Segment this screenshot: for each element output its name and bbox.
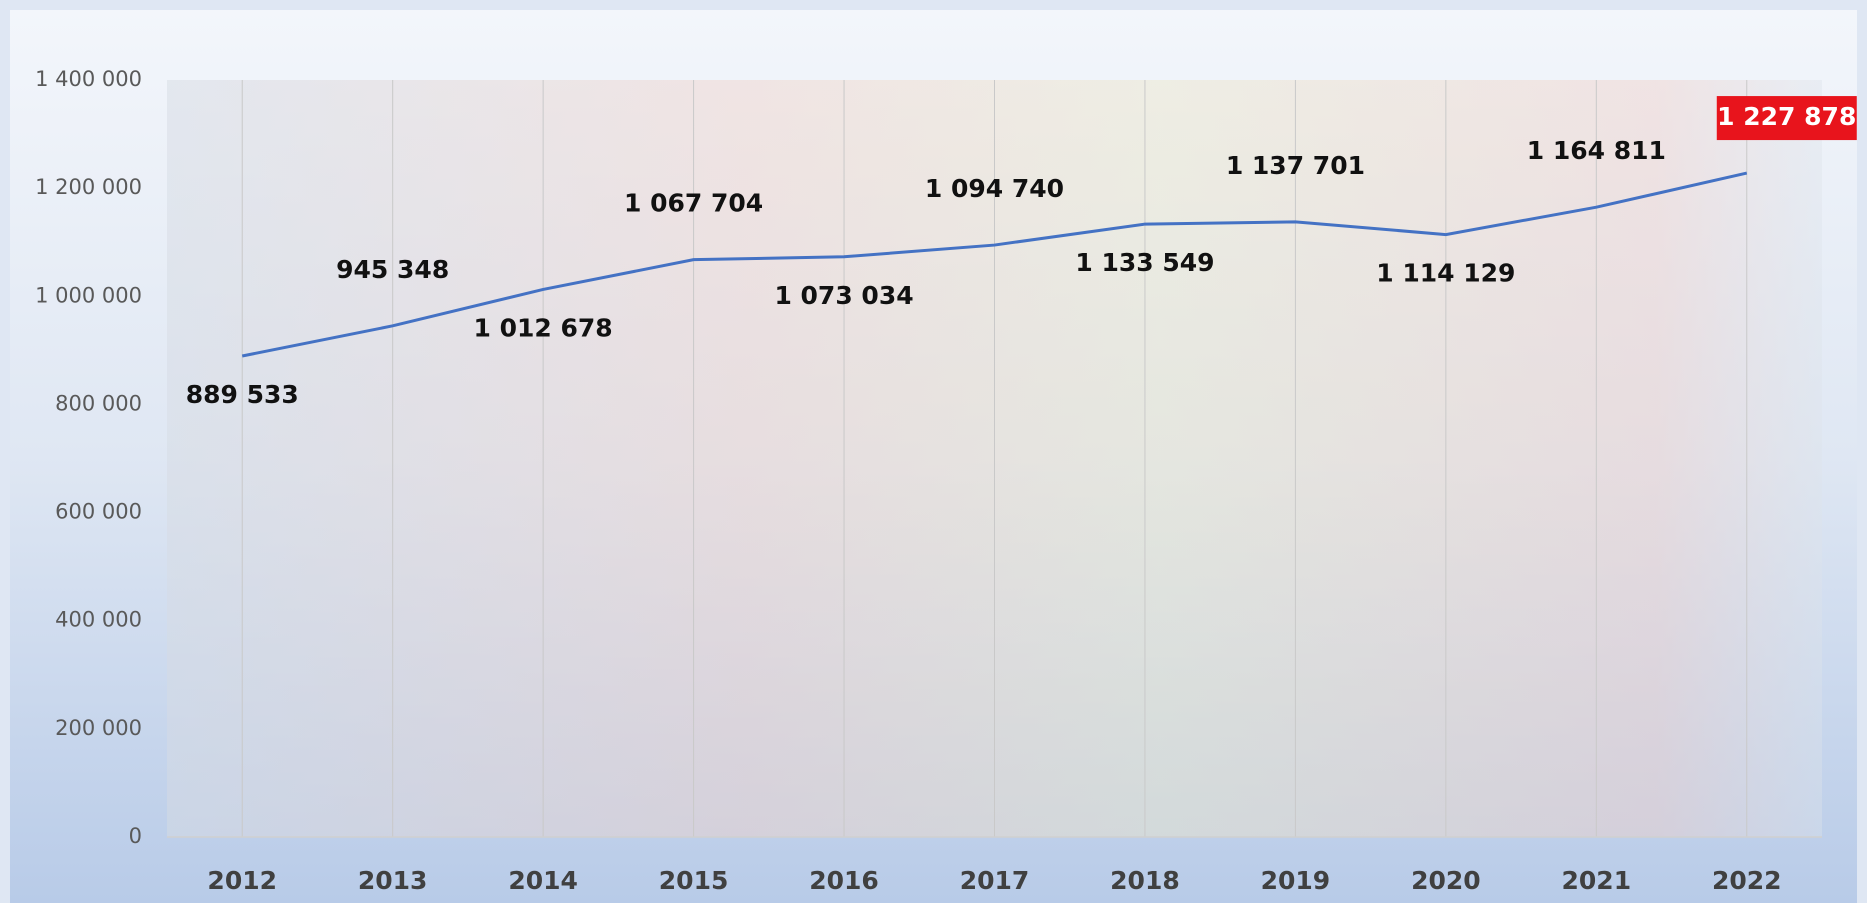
value-label: 945 348 xyxy=(336,255,449,284)
page: 0 200 000 400 000 600 000 800 000 1 000 000 1 … xyxy=(0,0,1867,903)
value-label: 1 067 704 xyxy=(624,189,763,218)
value-label: 1 012 678 xyxy=(474,313,613,342)
x-tick-label: 2012 xyxy=(207,866,277,895)
y-tick-label: 1 400 000 xyxy=(35,67,142,91)
value-label: 1 094 740 xyxy=(925,174,1064,203)
value-label: 1 073 034 xyxy=(774,281,913,310)
x-tick-label: 2022 xyxy=(1712,866,1782,895)
value-label: 1 227 878 xyxy=(1717,102,1856,131)
value-label: 1 164 811 xyxy=(1527,136,1666,165)
y-tick-label: 400 000 xyxy=(55,608,142,632)
chart: 0 200 000 400 000 600 000 800 000 1 000 000 1 … xyxy=(0,0,1867,903)
x-tick-label: 2017 xyxy=(960,866,1030,895)
x-tick-label: 2018 xyxy=(1110,866,1180,895)
x-tick-label: 2019 xyxy=(1261,866,1331,895)
x-tick-label: 2014 xyxy=(508,866,578,895)
y-tick-label: 1 200 000 xyxy=(35,175,142,199)
value-label: 1 114 129 xyxy=(1376,259,1515,288)
x-tick-label: 2021 xyxy=(1562,866,1632,895)
y-tick-label: 600 000 xyxy=(55,500,142,524)
value-label: 889 533 xyxy=(186,380,299,409)
x-tick-label: 2015 xyxy=(659,866,729,895)
x-tick-label: 2020 xyxy=(1411,866,1481,895)
y-tick-label: 800 000 xyxy=(55,391,142,415)
x-tick-label: 2013 xyxy=(358,866,428,895)
x-tick-label: 2016 xyxy=(809,866,879,895)
value-label: 1 133 549 xyxy=(1075,248,1214,277)
y-tick-label: 0 xyxy=(129,824,142,848)
value-label: 1 137 701 xyxy=(1226,151,1365,180)
y-tick-label: 1 000 000 xyxy=(35,283,142,307)
y-tick-label: 200 000 xyxy=(55,716,142,740)
